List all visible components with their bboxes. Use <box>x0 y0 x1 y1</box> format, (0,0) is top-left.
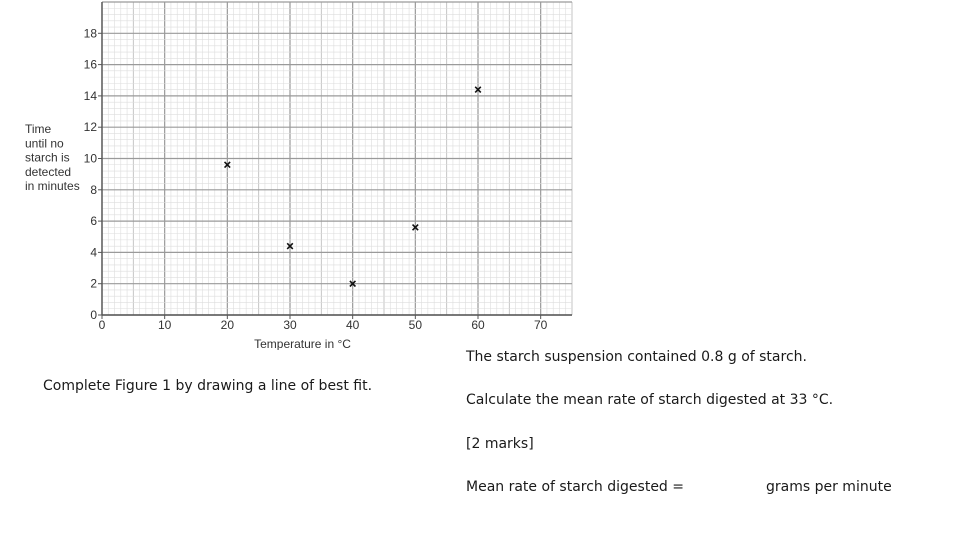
data-point <box>411 223 419 231</box>
y-tick-label: 6 <box>90 214 97 228</box>
x-tick-label: 70 <box>534 318 548 332</box>
data-point <box>349 280 357 288</box>
chart-grid <box>101 1 573 316</box>
y-tick-label: 14 <box>84 89 98 103</box>
x-tick-label: 20 <box>221 318 235 332</box>
x-tick-label: 60 <box>471 318 485 332</box>
marks-label: [2 marks] <box>466 436 534 452</box>
instruction-complete-figure: Complete Figure 1 by drawing a line of b… <box>43 378 373 394</box>
scatter-chart: 0 10 20 30 40 50 60 70 0 2 4 6 8 10 12 14 16 18 Temperat… <box>25 1 573 350</box>
y-axis-label-line: in minutes <box>25 179 80 193</box>
answer-unit: grams per minute <box>766 479 892 495</box>
x-axis-label: Temperature in °C <box>254 337 351 350</box>
chart-axes <box>98 2 572 319</box>
x-tick-label: 40 <box>346 318 360 332</box>
data-point <box>474 86 482 94</box>
y-axis-label-line: starch is <box>25 151 70 165</box>
x-tick-label: 50 <box>409 318 423 332</box>
y-tick-label: 10 <box>84 152 98 166</box>
data-point <box>286 242 294 250</box>
y-tick-label: 16 <box>84 58 98 72</box>
calculate-instruction: Calculate the mean rate of starch digest… <box>466 392 834 408</box>
y-tick-labels: 0 2 4 6 8 10 12 14 16 18 <box>84 26 98 322</box>
y-tick-label: 12 <box>84 120 98 134</box>
data-point <box>223 161 231 169</box>
y-tick-label: 2 <box>90 277 97 291</box>
starch-suspension-text: The starch suspension contained 0.8 g of… <box>466 349 807 365</box>
x-tick-label: 10 <box>158 318 172 332</box>
y-axis-label-line: Time <box>25 122 52 136</box>
y-axis-label-line: detected <box>25 165 71 179</box>
y-axis-label-line: until no <box>25 136 64 150</box>
x-tick-labels: 0 10 20 30 40 50 60 70 <box>99 318 548 332</box>
y-tick-label: 0 <box>90 308 97 322</box>
y-tick-label: 18 <box>84 26 98 40</box>
data-points <box>223 86 482 288</box>
y-tick-label: 4 <box>90 245 97 259</box>
y-tick-label: 8 <box>90 183 97 197</box>
answer-label: Mean rate of starch digested = <box>466 479 684 495</box>
x-tick-label: 30 <box>283 318 297 332</box>
x-tick-label: 0 <box>99 318 106 332</box>
